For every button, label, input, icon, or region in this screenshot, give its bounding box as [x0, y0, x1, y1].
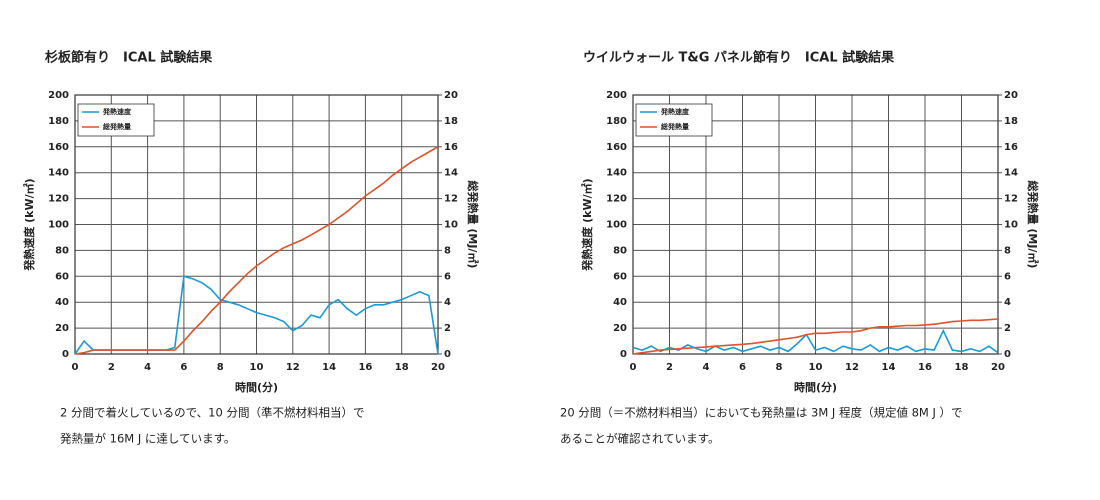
y-tick-label: 140 — [606, 168, 627, 179]
y2-tick-label: 14 — [444, 168, 458, 179]
x-tick-label: 8 — [217, 362, 224, 373]
x-tick-label: 6 — [739, 362, 746, 373]
x-tick-label: 4 — [144, 362, 151, 373]
y-tick-label: 20 — [55, 323, 69, 334]
y-tick-label: 160 — [48, 142, 69, 153]
y-tick-label: 100 — [48, 220, 69, 231]
legend-label: 発熱速度 — [660, 107, 690, 116]
x-tick-label: 10 — [250, 362, 264, 373]
x-tick-label: 14 — [322, 362, 336, 373]
y2-tick-label: 0 — [1004, 349, 1011, 360]
plot-frame — [74, 94, 439, 355]
y2-tick-label: 20 — [444, 90, 458, 101]
x-tick-label: 10 — [809, 362, 823, 373]
caption: 20 分間（＝不燃材料相当）においても発熱量は 3M J 程度（規定値 8M J… — [560, 406, 963, 420]
y2-tick-label: 14 — [1004, 168, 1018, 179]
y-tick-label: 80 — [613, 245, 627, 256]
y-tick-label: 120 — [48, 194, 69, 205]
plot-frame — [632, 94, 999, 355]
x-tick-label: 0 — [72, 362, 79, 373]
y2-tick-label: 6 — [1004, 271, 1011, 282]
x-tick-label: 18 — [955, 362, 969, 373]
y2-tick-label: 18 — [444, 116, 458, 127]
x-tick-label: 12 — [286, 362, 300, 373]
y2-tick-label: 0 — [444, 349, 451, 360]
y-tick-label: 160 — [606, 142, 627, 153]
x-tick-label: 6 — [180, 362, 187, 373]
x-tick-label: 20 — [431, 362, 445, 373]
y2-tick-label: 6 — [444, 271, 451, 282]
caption: あることが確認されています。 — [560, 432, 720, 446]
y2-tick-label: 16 — [1004, 142, 1018, 153]
y2-axis-label: 総発熱量 (MJ/㎡) — [1026, 181, 1040, 269]
y-tick-label: 100 — [606, 220, 627, 231]
y2-tick-label: 12 — [1004, 194, 1018, 205]
y2-tick-label: 16 — [444, 142, 458, 153]
y2-tick-label: 4 — [1004, 297, 1011, 308]
y-tick-label: 180 — [606, 116, 627, 127]
y-tick-label: 40 — [55, 297, 69, 308]
x-tick-label: 20 — [991, 362, 1005, 373]
y-tick-label: 200 — [48, 90, 69, 101]
x-tick-label: 4 — [703, 362, 710, 373]
x-axis-label: 時間(分) — [235, 380, 278, 394]
y-tick-label: 140 — [48, 168, 69, 179]
x-tick-label: 16 — [358, 362, 372, 373]
x-tick-label: 14 — [882, 362, 896, 373]
x-tick-label: 12 — [845, 362, 859, 373]
y-axis-label: 発熱速度 (kW/㎡) — [580, 178, 594, 271]
series-line — [74, 146, 439, 355]
caption: 2 分間で着火しているので、10 分間（準不燃材料相当）で — [60, 406, 364, 420]
y2-tick-label: 2 — [444, 323, 451, 334]
y2-tick-label: 18 — [1004, 116, 1018, 127]
legend-label: 総発熱量 — [661, 122, 689, 131]
y2-tick-label: 2 — [1004, 323, 1011, 334]
y2-tick-label: 8 — [1004, 245, 1011, 256]
legend-label: 発熱速度 — [102, 107, 132, 116]
legend-box — [77, 103, 155, 137]
x-axis-label: 時間(分) — [794, 380, 837, 394]
series-line — [632, 318, 999, 355]
x-tick-label: 8 — [776, 362, 783, 373]
y-tick-label: 180 — [48, 116, 69, 127]
y2-axis-label: 総発熱量 (MJ/㎡) — [466, 181, 480, 269]
y-tick-label: 120 — [606, 194, 627, 205]
legend-label: 総発熱量 — [103, 122, 131, 131]
x-tick-label: 16 — [918, 362, 932, 373]
y-tick-label: 0 — [62, 349, 69, 360]
chart-title: ウイルウォール T&G パネル節有り ICAL 試験結果 — [583, 50, 894, 66]
y2-tick-label: 8 — [444, 245, 451, 256]
y-axis-label: 発熱速度 (kW/㎡) — [22, 178, 36, 271]
y-tick-label: 40 — [613, 297, 627, 308]
y2-tick-label: 20 — [1004, 90, 1018, 101]
y2-tick-label: 10 — [444, 220, 458, 231]
y2-tick-label: 4 — [444, 297, 451, 308]
y-tick-label: 200 — [606, 90, 627, 101]
y-tick-label: 0 — [620, 349, 627, 360]
y-tick-label: 20 — [613, 323, 627, 334]
x-tick-label: 2 — [666, 362, 673, 373]
x-tick-label: 0 — [630, 362, 637, 373]
caption: 発熱量が 16M J に達しています。 — [60, 432, 235, 446]
y-tick-label: 60 — [55, 271, 69, 282]
chart-title: 杉板節有り ICAL 試験結果 — [45, 50, 212, 66]
y2-tick-label: 12 — [444, 194, 458, 205]
y2-tick-label: 10 — [1004, 220, 1018, 231]
legend-box — [635, 103, 713, 137]
x-tick-label: 18 — [395, 362, 409, 373]
y-tick-label: 60 — [613, 271, 627, 282]
x-tick-label: 2 — [108, 362, 115, 373]
y-tick-label: 80 — [55, 245, 69, 256]
